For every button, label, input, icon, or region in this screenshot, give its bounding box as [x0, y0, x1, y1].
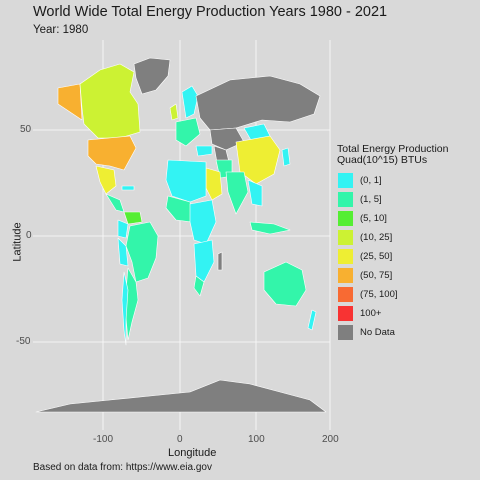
country-madagascar	[217, 251, 223, 271]
country-saudi-arabia	[205, 167, 223, 201]
legend-label: (5, 10]	[360, 213, 387, 224]
country-peru	[117, 237, 129, 267]
country-brazil	[125, 221, 159, 283]
map-title: World Wide Total Energy Production Years…	[33, 4, 388, 20]
legend-swatch	[337, 229, 354, 246]
country-colombia	[117, 219, 129, 239]
legend-label: (10, 25]	[360, 232, 393, 243]
legend-item: (75, 100]	[337, 286, 477, 303]
country-cuba	[121, 185, 135, 191]
country-new-zealand	[307, 309, 317, 331]
source-caption: Based on data from: https://www.eia.gov	[33, 462, 212, 473]
legend-label: (50, 75]	[360, 270, 393, 281]
x-tick-neg100: -100	[93, 434, 114, 445]
legend-swatch	[337, 210, 354, 227]
legend-label: (75, 100]	[360, 289, 398, 300]
legend-item: (50, 75]	[337, 267, 477, 284]
legend-item: (25, 50]	[337, 248, 477, 265]
country-central-america	[105, 193, 125, 213]
legend-swatch	[337, 267, 354, 284]
legend-item: (10, 25]	[337, 229, 477, 246]
legend-item: (0, 1]	[337, 172, 477, 189]
y-tick-50: 50	[20, 124, 32, 135]
country-indonesia	[249, 221, 291, 235]
legend-item: 100+	[337, 305, 477, 322]
legend-swatch	[337, 248, 354, 265]
legend-item: (5, 10]	[337, 210, 477, 227]
x-tick-200: 200	[322, 434, 339, 445]
country-japan	[281, 147, 291, 167]
country-kazakhstan	[209, 127, 245, 151]
legend-item: No Data	[337, 324, 477, 341]
country-mexico	[95, 165, 117, 195]
country-australia	[263, 261, 307, 307]
legend-title: Total Energy Production Quad(10^15) BTUs	[337, 144, 477, 166]
x-tick-100: 100	[248, 434, 265, 445]
country-north-africa	[165, 159, 207, 203]
country-southeast-asia	[247, 179, 263, 207]
country-venezuela	[123, 211, 143, 225]
country-uk	[169, 103, 179, 121]
y-tick-0: 0	[26, 230, 32, 241]
country-turkey	[195, 145, 213, 157]
legend-item: (1, 5]	[337, 191, 477, 208]
legend-swatch	[337, 324, 354, 341]
legend-label: (0, 1]	[360, 175, 382, 186]
legend-label: (25, 50]	[360, 251, 393, 262]
legend-swatch	[337, 286, 354, 303]
country-india	[225, 171, 249, 215]
country-chile	[121, 271, 129, 346]
y-tick-neg50: -50	[16, 336, 31, 347]
year-subtitle: Year: 1980	[33, 24, 89, 36]
y-axis-label: Latitude	[11, 222, 24, 262]
x-tick-0: 0	[177, 434, 183, 445]
country-southern-africa	[193, 239, 215, 283]
country-alaska	[57, 83, 83, 121]
country-western-europe	[175, 117, 201, 147]
country-south-africa	[193, 275, 205, 297]
legend: Total Energy Production Quad(10^15) BTUs…	[337, 144, 477, 343]
country-scandinavia	[181, 85, 199, 119]
legend-swatch	[337, 172, 354, 189]
legend-label: 100+	[360, 308, 382, 319]
country-central-africa	[189, 199, 217, 245]
country-west-africa	[165, 195, 193, 223]
x-axis-label: Longitude	[168, 447, 217, 459]
legend-label: (1, 5]	[360, 194, 382, 205]
legend-label: No Data	[360, 327, 395, 338]
legend-title-line1: Total Energy Production	[337, 143, 449, 155]
legend-swatch	[337, 305, 354, 322]
country-russia	[195, 75, 321, 131]
legend-swatch	[337, 191, 354, 208]
legend-title-line2: Quad(10^15) BTUs	[337, 154, 428, 166]
country-canada	[79, 63, 141, 139]
country-greenland	[133, 57, 171, 95]
country-antarctica	[35, 379, 327, 413]
country-usa	[87, 135, 137, 171]
